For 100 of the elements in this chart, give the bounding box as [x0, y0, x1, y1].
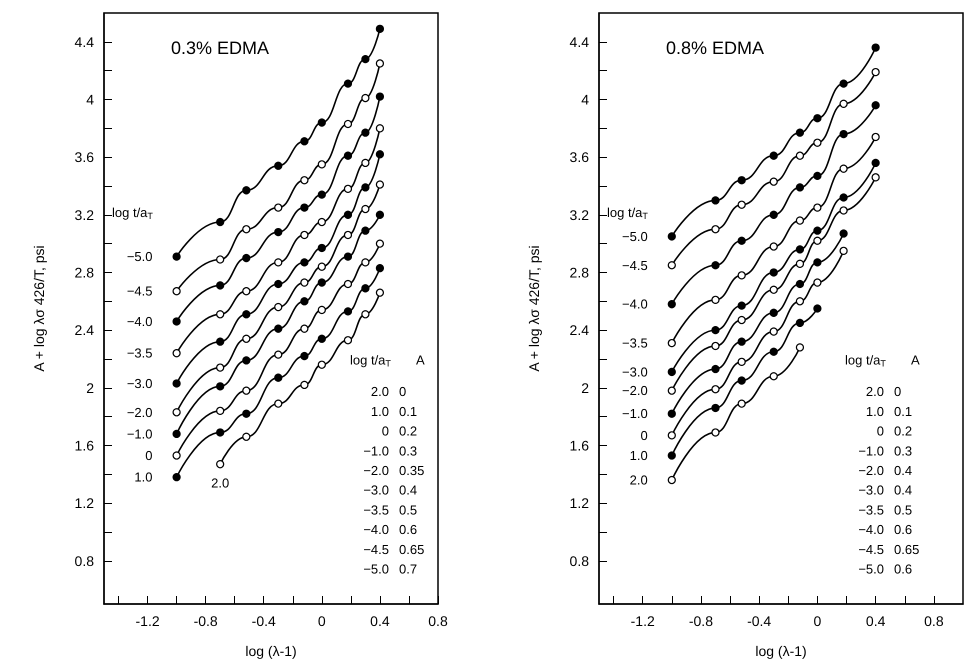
x-tick-label: -1.2 [630, 613, 655, 629]
point [361, 55, 370, 64]
annotation: −5.0 [363, 562, 389, 576]
point [770, 210, 778, 219]
text: 0.3% EDMA [171, 38, 270, 58]
point [872, 101, 880, 110]
y-tick-label: 0.8 [74, 552, 94, 569]
series-label: 0 [640, 428, 648, 443]
point [274, 162, 282, 170]
point [242, 356, 250, 364]
point [300, 258, 308, 266]
point [668, 261, 676, 270]
point [242, 287, 250, 296]
point [216, 255, 224, 264]
series-label: −2.0 [622, 383, 648, 398]
point [344, 184, 352, 193]
point [770, 178, 778, 186]
point [840, 130, 848, 138]
series-label: −3.0 [126, 376, 153, 391]
point [318, 190, 326, 199]
point [770, 372, 778, 380]
point [872, 43, 880, 52]
y-tick-label: 4.4 [570, 34, 590, 50]
text: 0.8% EDMA [666, 38, 764, 58]
point [770, 242, 778, 251]
series-label: −3.5 [622, 336, 648, 351]
annotation: −4.5 [363, 542, 389, 557]
point [216, 382, 224, 390]
point [216, 218, 224, 226]
point [318, 244, 326, 252]
point [216, 310, 224, 318]
point [344, 210, 352, 219]
point [172, 349, 181, 358]
annotation: 0.4 [894, 463, 912, 478]
point [274, 374, 282, 382]
point [813, 304, 822, 313]
point [770, 268, 778, 277]
point [711, 404, 720, 412]
point [172, 379, 181, 388]
point [274, 280, 282, 288]
point [242, 310, 250, 318]
series-label: −5.0 [622, 228, 648, 244]
point [813, 278, 822, 287]
point [274, 350, 282, 359]
point [668, 410, 676, 418]
point [711, 296, 720, 304]
point [668, 368, 676, 376]
series-label: −4.5 [622, 258, 648, 273]
point [216, 406, 224, 415]
point [770, 286, 778, 294]
annotation: 0.35 [399, 463, 424, 478]
x-axis-title: log (λ-1) [755, 643, 807, 659]
y-tick-label: 3.2 [74, 206, 94, 223]
annotation: 0.4 [894, 482, 912, 498]
point [361, 226, 370, 235]
annotation: 0.5 [399, 502, 418, 518]
annotation: −2.0 [363, 463, 389, 478]
point [361, 258, 370, 266]
y-tick-label: 2.8 [570, 264, 590, 280]
point [300, 204, 308, 212]
point [344, 80, 352, 88]
annotation: 0.6 [399, 522, 418, 538]
point [711, 196, 720, 204]
point [796, 245, 804, 254]
point [318, 278, 326, 287]
y-tick-label: 3.6 [74, 149, 94, 166]
y-axis-title: A + log λσ 426/T, psi [31, 245, 47, 372]
point [813, 172, 822, 180]
point [770, 152, 778, 160]
point [300, 176, 308, 184]
series-label: 1.0 [630, 448, 648, 464]
point [318, 360, 326, 369]
point [813, 114, 822, 122]
y-tick-label: 3.2 [570, 206, 590, 223]
point [242, 334, 250, 343]
annotation: 0.3 [894, 443, 912, 458]
point [668, 386, 676, 395]
y-tick-label: 1.6 [74, 437, 94, 454]
annotation: −4.0 [363, 522, 389, 538]
annotation: −4.0 [858, 522, 884, 538]
point [376, 210, 384, 219]
point [216, 364, 224, 372]
point [738, 400, 746, 408]
annotation: 0.5 [894, 502, 912, 518]
point [344, 336, 352, 344]
point [242, 432, 250, 441]
point [796, 152, 804, 160]
annotation: 0.6 [894, 562, 912, 576]
point [172, 451, 181, 460]
x-tick-label: 0 [814, 613, 822, 629]
point [738, 271, 746, 280]
point [711, 225, 720, 234]
x-tick-label: -0.8 [194, 613, 218, 629]
x-tick-label: -1.2 [136, 613, 160, 629]
point [300, 137, 308, 146]
point [668, 431, 676, 440]
annotation: 0.3 [399, 443, 418, 458]
x-tick-label: 0.4 [370, 613, 390, 629]
point [300, 297, 308, 306]
point [216, 428, 224, 437]
